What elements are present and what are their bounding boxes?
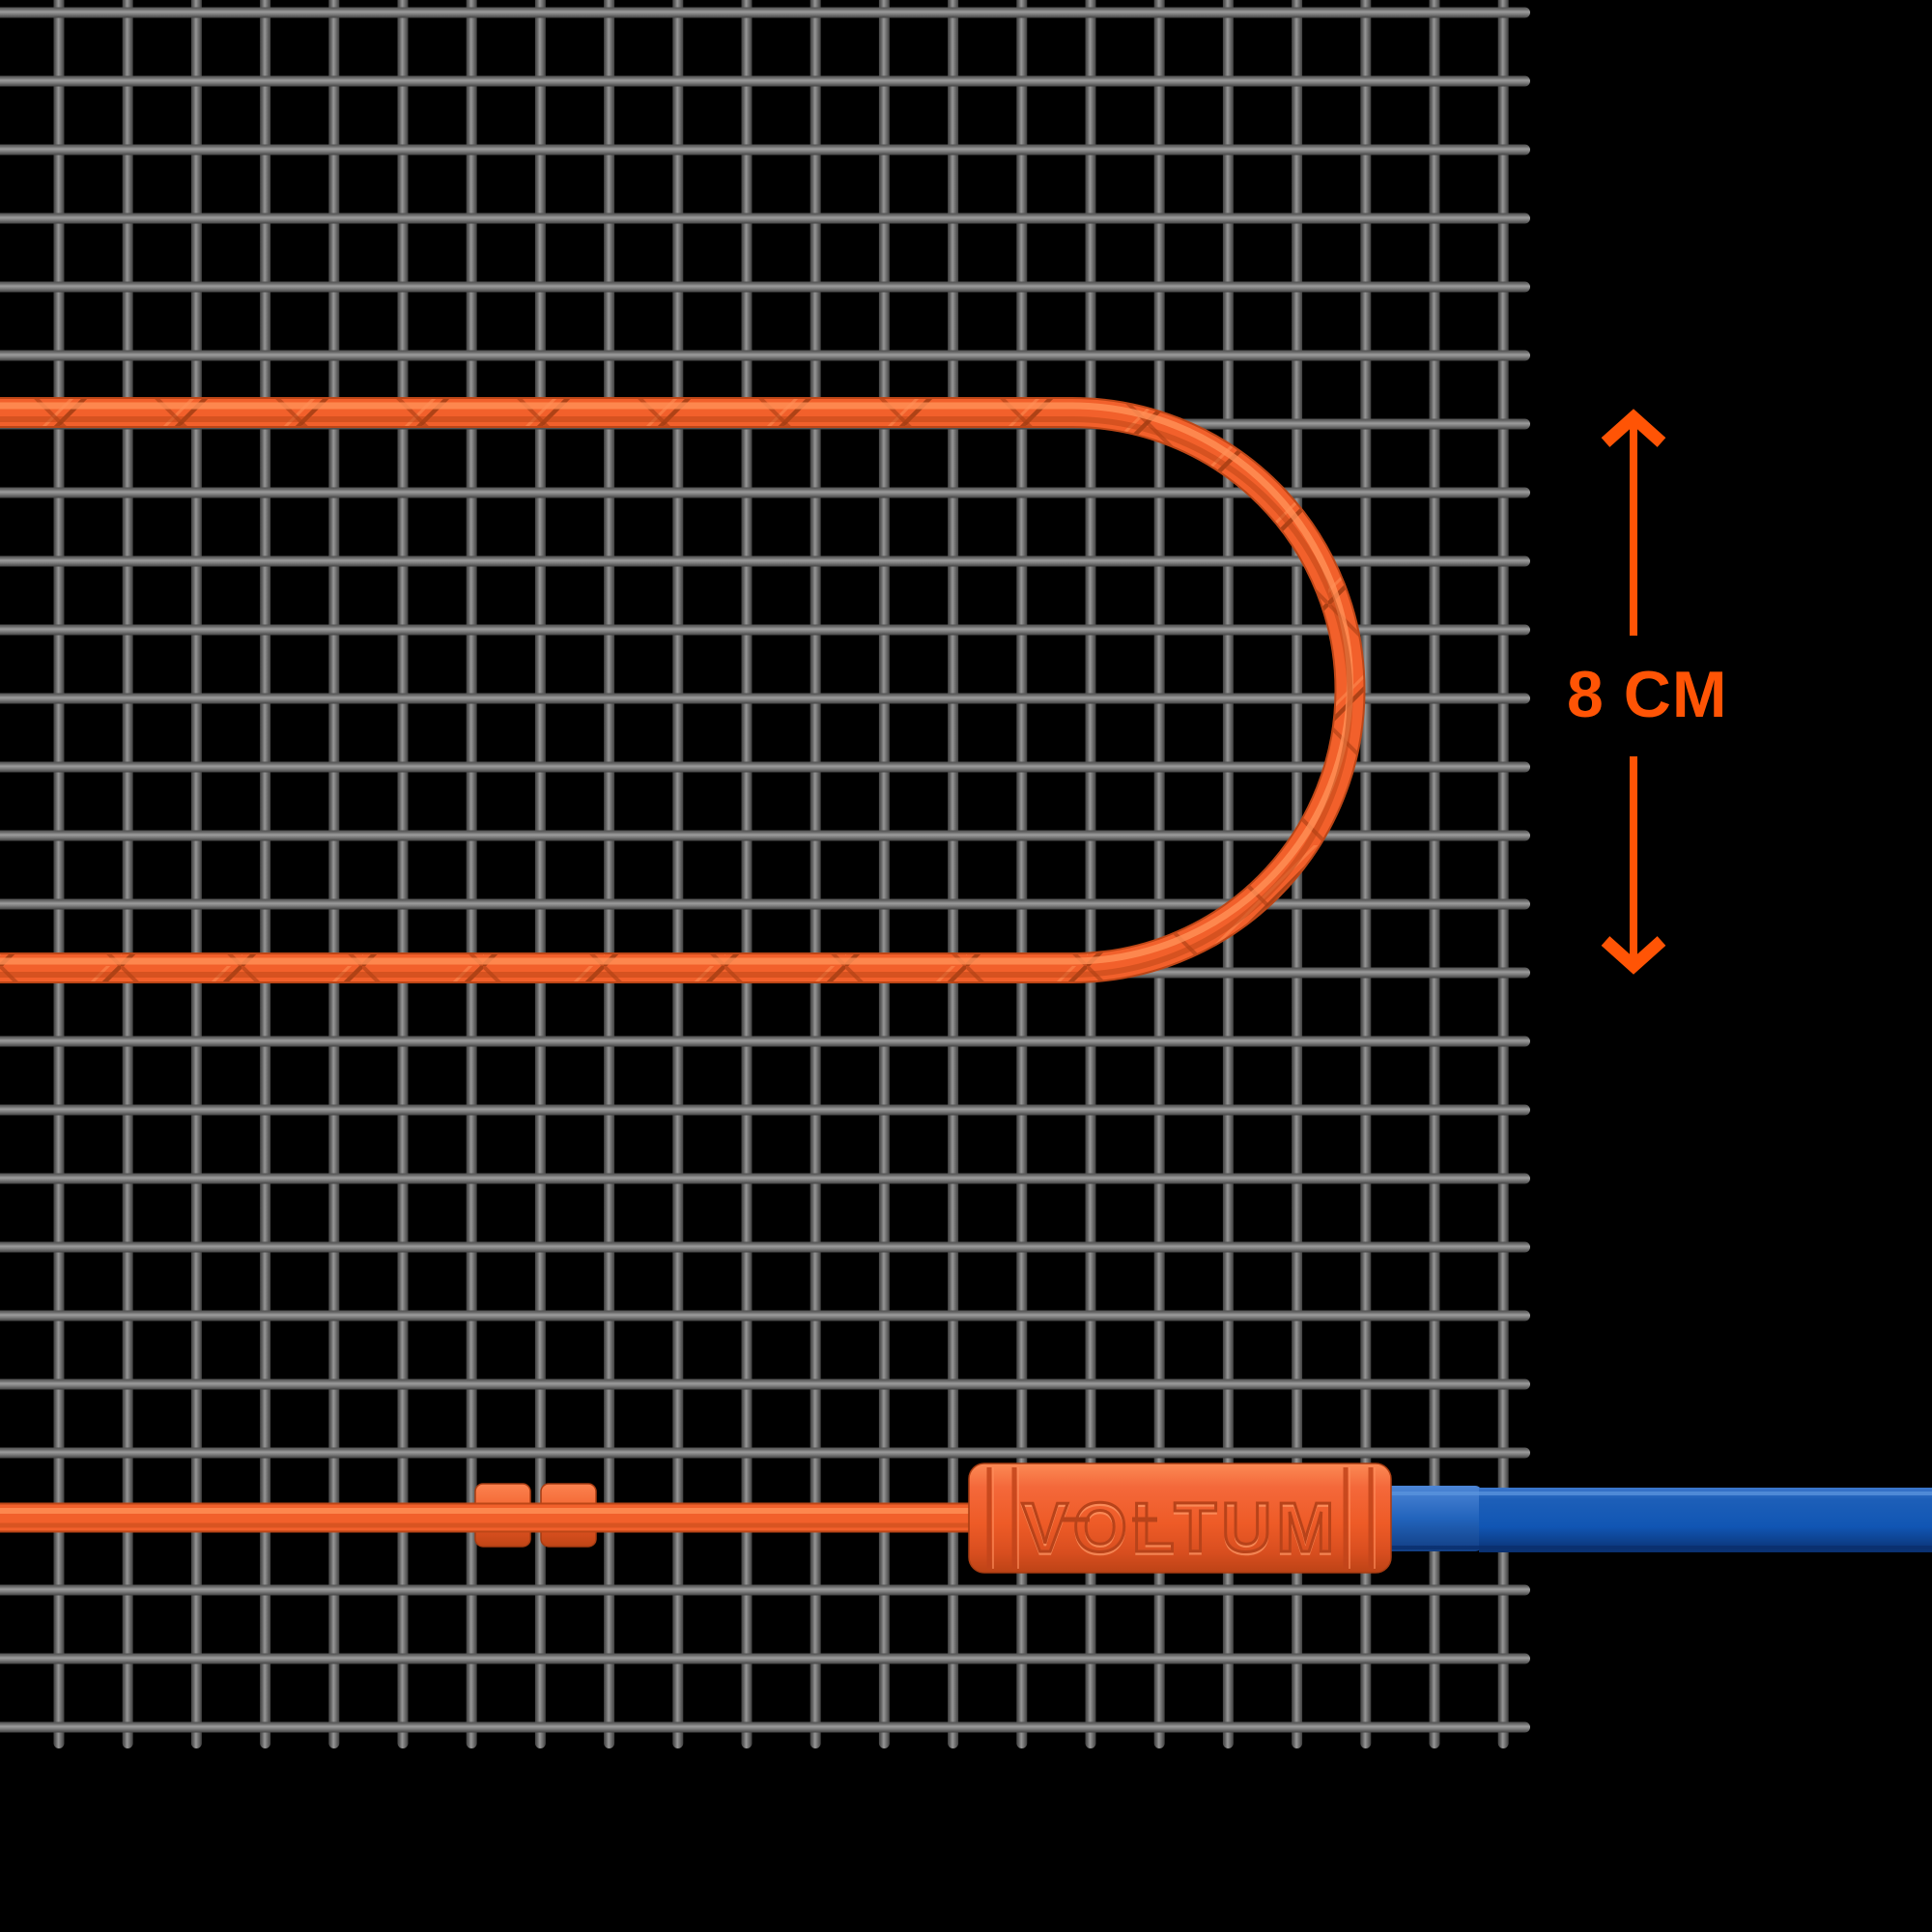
connector-body <box>968 1463 1392 1574</box>
mesh-vertical-bar <box>466 0 477 1748</box>
mesh-horizontal-bar <box>0 1241 1530 1253</box>
mesh-horizontal-bar <box>0 1447 1530 1459</box>
connector-ribs <box>986 1467 1376 1569</box>
arrow-down-icon <box>1601 936 1666 975</box>
dimension-annotation: 8 CM <box>1567 409 1727 975</box>
mesh-horizontal-bar <box>0 1036 1530 1047</box>
mesh-horizontal-bar <box>0 1378 1530 1390</box>
mesh-horizontal-bar <box>0 693 1530 704</box>
mesh-horizontal-bar <box>0 144 1530 156</box>
mesh-vertical-bar <box>53 0 65 1748</box>
mesh-vertical-bar <box>1497 0 1509 1748</box>
mesh-horizontal-bar <box>0 1721 1530 1733</box>
voltum-logo: VOLTUM VOLTUM <box>1020 1489 1340 1571</box>
mesh-vertical-bar <box>672 0 684 1748</box>
mesh-horizontal-bar <box>0 75 1530 87</box>
mesh-horizontal-bar <box>0 281 1530 293</box>
cord-body <box>1479 1488 1932 1552</box>
mesh-horizontal-bar <box>0 350 1530 361</box>
mesh-vertical-bar <box>604 0 615 1748</box>
mesh-horizontal-bar <box>0 1310 1530 1321</box>
mesh-horizontal-bar <box>0 898 1530 910</box>
mesh-horizontal-bar <box>0 1173 1530 1184</box>
heating-cable-shadow <box>0 416 1353 978</box>
mesh-vertical-bar <box>741 0 753 1748</box>
mesh-horizontal-bar <box>0 1584 1530 1596</box>
heating-cable-highlight <box>0 402 1353 965</box>
arrow-up-icon <box>1601 409 1666 447</box>
dimension-label: 8 CM <box>1567 658 1727 731</box>
heating-cable-loop <box>0 397 1366 983</box>
cable-connector: VOLTUM VOLTUM <box>968 1463 1392 1574</box>
brand-label-bevel: VOLTUM <box>1022 1492 1340 1570</box>
mesh-horizontal-bar <box>0 624 1530 636</box>
mesh-vertical-bar <box>122 0 133 1748</box>
mesh-horizontal-bar <box>0 555 1530 567</box>
mesh-vertical-bar <box>190 0 202 1748</box>
mesh-horizontal-bar <box>0 1653 1530 1664</box>
mesh-vertical-bar <box>948 0 959 1748</box>
cord-collar <box>1381 1486 1482 1551</box>
cold-lead-cable <box>0 1483 980 1548</box>
mesh-vertical-bar <box>878 0 890 1748</box>
mesh-vertical-bar <box>260 0 271 1748</box>
mesh-horizontal-bar <box>0 7 1530 18</box>
mesh-vertical-bar <box>328 0 340 1748</box>
mesh-horizontal-bar <box>0 487 1530 498</box>
mesh-vertical-bar <box>810 0 821 1748</box>
mesh-horizontal-bar <box>0 213 1530 224</box>
mesh-vertical-bar <box>397 0 409 1748</box>
power-cord <box>1381 1486 1932 1552</box>
mesh-horizontal-bar <box>0 761 1530 773</box>
mesh-horizontal-bar <box>0 1104 1530 1116</box>
wire-mesh-grid <box>0 0 1530 1748</box>
brand-label: VOLTUM <box>1022 1490 1340 1567</box>
mesh-horizontal-bar <box>0 830 1530 841</box>
